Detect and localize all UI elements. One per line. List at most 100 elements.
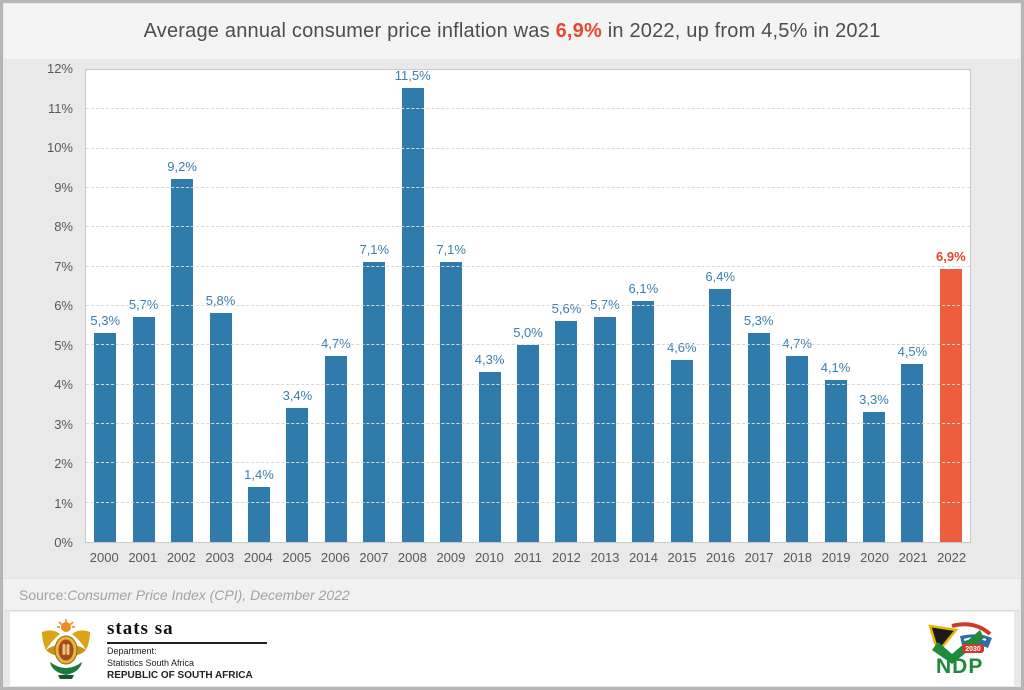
y-tick-label-7: 7% bbox=[54, 258, 73, 274]
bar-2015 bbox=[670, 360, 693, 542]
bar-slot-2001: 5,7% bbox=[124, 70, 162, 542]
bar-slot-2004: 1,4% bbox=[240, 70, 278, 542]
bar-value-2007: 7,1% bbox=[359, 241, 390, 257]
bar-2016 bbox=[709, 289, 732, 542]
x-tick-label-2010: 2010 bbox=[474, 550, 504, 565]
y-axis: 0% 1% 2% 3% 4% 5% 6% 7% 8% 9% 10% 11% 12% bbox=[29, 61, 79, 550]
bar-value-2002: 9,2% bbox=[167, 158, 197, 174]
y-tick-label-2: 2% bbox=[54, 456, 73, 471]
bar-value-2015: 4,6% bbox=[666, 340, 697, 356]
ndp-year-text: 2030 bbox=[965, 646, 981, 653]
x-tick-label-2003: 2003 bbox=[205, 550, 235, 565]
page-title: Average annual consumer price inflation … bbox=[144, 20, 881, 43]
y-tick-label-10: 10% bbox=[46, 140, 73, 155]
bar-value-2011: 5,0% bbox=[513, 324, 543, 340]
bar-2006 bbox=[324, 356, 347, 542]
x-tick-label-2009: 2009 bbox=[436, 550, 466, 565]
statssa-dept-line2: Statistics South Africa bbox=[107, 657, 195, 668]
bar-value-2016: 6,4% bbox=[705, 269, 736, 285]
bar-2002 bbox=[171, 178, 194, 542]
bar-slot-2015: 4,6% bbox=[663, 70, 701, 542]
bar-2018 bbox=[786, 356, 809, 542]
bar-value-2004: 1,4% bbox=[244, 466, 274, 482]
x-tick-label-2018: 2018 bbox=[783, 550, 812, 565]
bar-slot-2008: 11,5% bbox=[394, 67, 432, 542]
ndp-2030-icon: 2030 NDP bbox=[928, 621, 992, 678]
bar-series: 5,3% 5,7% 9,2% 5,8% 1,4% 3,4% 4,7% 7,1% 11,5% 7,1… bbox=[86, 67, 970, 542]
bar-value-2019: 4,1% bbox=[820, 360, 851, 376]
bar-value-2009: 7,1% bbox=[436, 241, 466, 257]
gridline-4 bbox=[86, 383, 970, 385]
title-part2: in 2022, up from 4,5% in 2021 bbox=[601, 20, 881, 42]
x-tick-label-2017: 2017 bbox=[744, 550, 774, 565]
x-tick-label-2000: 2000 bbox=[89, 550, 119, 565]
bar-value-2001: 5,7% bbox=[128, 296, 159, 312]
y-tick-label-1: 1% bbox=[54, 495, 73, 511]
bar-value-2014: 6,1% bbox=[628, 281, 659, 297]
footer-bar: stats sa Department: Statistics South Af… bbox=[10, 612, 1014, 686]
y-tick-label-8: 8% bbox=[54, 219, 73, 234]
bar-slot-2003: 5,8% bbox=[201, 70, 239, 542]
gridline-8 bbox=[86, 226, 970, 228]
bar-value-2006: 4,7% bbox=[321, 336, 351, 352]
x-tick-label-2012: 2012 bbox=[551, 550, 581, 565]
bar-slot-2007: 7,1% bbox=[355, 70, 393, 542]
bar-slot-2002: 9,2% bbox=[163, 70, 201, 542]
gridline-3 bbox=[86, 423, 970, 424]
bar-2007 bbox=[363, 261, 386, 542]
bar-slot-2012: 5,6% bbox=[547, 70, 585, 542]
bar-2022 bbox=[939, 269, 962, 542]
x-tick-label-2011: 2011 bbox=[513, 550, 542, 565]
x-tick-label-2022: 2022 bbox=[937, 550, 967, 565]
bar-2005 bbox=[286, 407, 309, 542]
statssa-logo-block: stats sa Department: Statistics South Af… bbox=[38, 618, 267, 681]
bar-slot-2005: 3,4% bbox=[278, 70, 316, 542]
bar-slot-2021: 4,5% bbox=[893, 70, 931, 542]
x-tick-label-2002: 2002 bbox=[166, 550, 196, 565]
y-tick-label-3: 3% bbox=[54, 416, 73, 432]
bar-slot-2017: 5,3% bbox=[739, 70, 777, 542]
y-tick-label-5: 5% bbox=[54, 337, 73, 353]
gridline-7 bbox=[86, 265, 970, 267]
plot-area: 5,3% 5,7% 9,2% 5,8% 1,4% 3,4% 4,7% 7,1% 11,5% 7,1… bbox=[85, 67, 971, 543]
source-note: Source: Consumer Price Index (CPI), Dece… bbox=[4, 578, 1020, 611]
bar-2019 bbox=[824, 380, 847, 542]
gridline-10 bbox=[86, 147, 970, 149]
x-tick-label-2004: 2004 bbox=[243, 550, 273, 565]
x-tick-label-2008: 2008 bbox=[397, 550, 427, 565]
gridline-11 bbox=[86, 108, 970, 110]
gridline-6 bbox=[86, 305, 970, 306]
bar-2008 bbox=[401, 87, 424, 542]
bar-2011 bbox=[517, 344, 540, 542]
bar-value-2012: 5,6% bbox=[551, 300, 582, 316]
gridline-1 bbox=[86, 501, 970, 503]
bar-value-2005: 3,4% bbox=[282, 387, 313, 403]
bar-value-2013: 5,7% bbox=[590, 296, 620, 312]
title-part1: Average annual consumer price inflation … bbox=[143, 20, 556, 42]
y-tick-label-4: 4% bbox=[54, 377, 73, 392]
bar-value-2003: 5,8% bbox=[205, 292, 236, 308]
bar-2000 bbox=[94, 332, 117, 542]
bar-2020 bbox=[862, 411, 885, 542]
title-strip: Average annual consumer price inflation … bbox=[4, 4, 1020, 59]
x-tick-label-2015: 2015 bbox=[667, 550, 697, 565]
ndp-acronym-text: NDP bbox=[936, 655, 983, 676]
x-tick-label-2001: 2001 bbox=[128, 550, 158, 565]
statssa-dept-line3: REPUBLIC OF SOUTH AFRICA bbox=[107, 669, 253, 681]
x-tick-label-2013: 2013 bbox=[590, 550, 620, 565]
bar-slot-2019: 4,1% bbox=[816, 70, 854, 542]
bar-2017 bbox=[747, 332, 770, 542]
bar-slot-2006: 4,7% bbox=[317, 70, 355, 542]
bar-slot-2013: 5,7% bbox=[586, 70, 624, 542]
x-tick-label-2019: 2019 bbox=[821, 550, 851, 565]
source-label: Source: bbox=[19, 586, 68, 603]
bar-value-2000: 5,3% bbox=[90, 312, 121, 328]
statssa-dept-line1: Department: bbox=[107, 645, 157, 656]
source-text: Consumer Price Index (CPI), December 202… bbox=[67, 586, 350, 603]
gridline-2 bbox=[86, 462, 970, 464]
x-tick-label-2014: 2014 bbox=[629, 550, 658, 565]
title-accent-value: 6,9% bbox=[555, 20, 602, 42]
x-tick-label-2020: 2020 bbox=[860, 550, 890, 565]
bar-value-2008: 11,5% bbox=[394, 67, 431, 83]
